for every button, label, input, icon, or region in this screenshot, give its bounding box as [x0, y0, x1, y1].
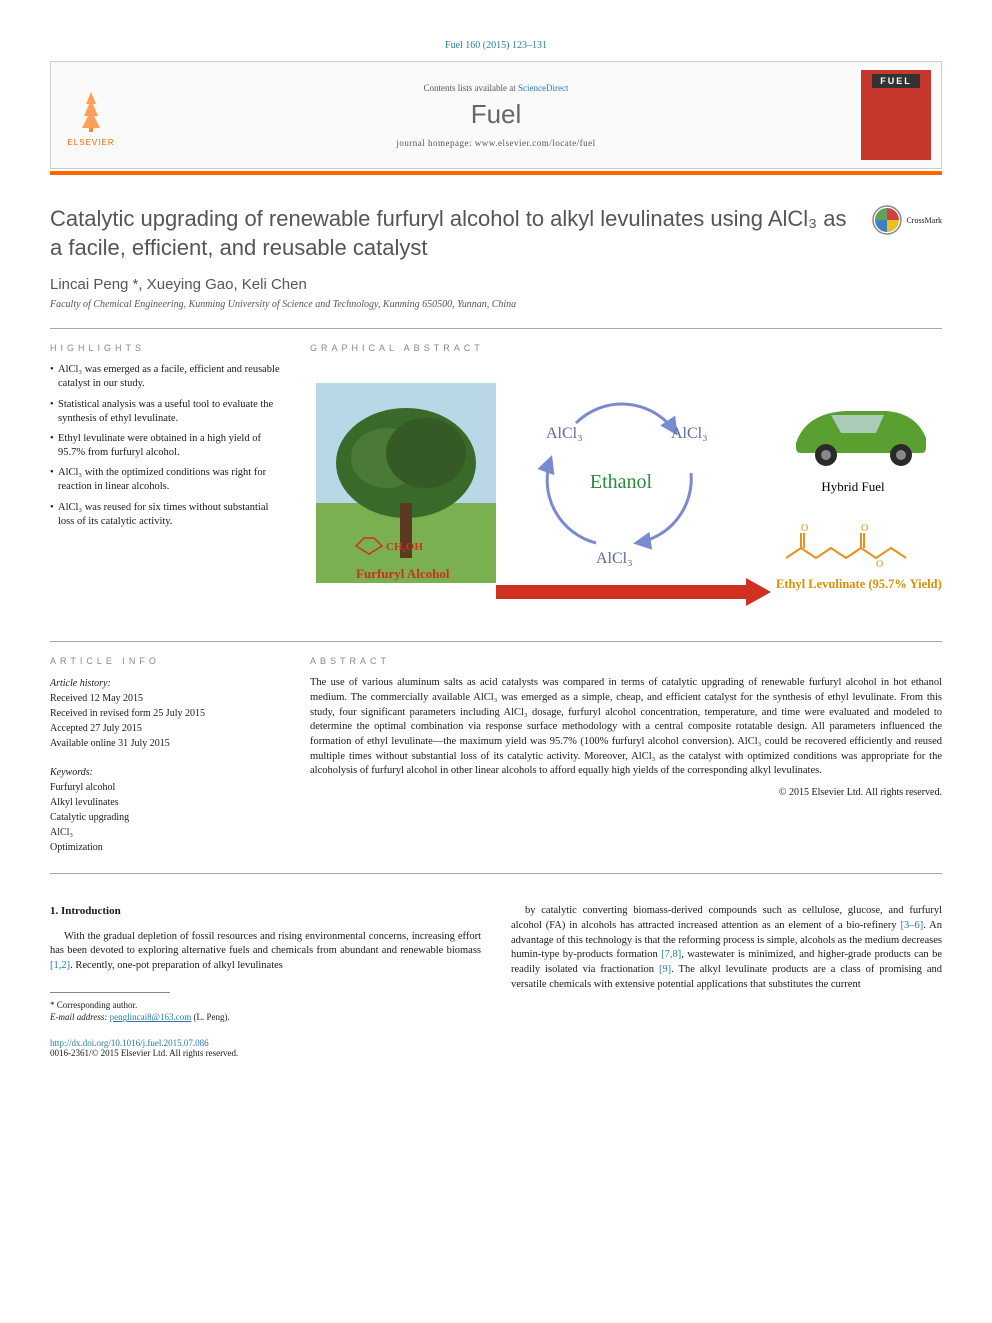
received-date: Received 12 May 2015 — [50, 691, 280, 706]
keyword-item: AlCl₃ — [50, 825, 280, 840]
journal-header: ELSEVIER Contents lists available at Sci… — [50, 61, 942, 169]
elsevier-tree-icon — [66, 84, 116, 134]
elsevier-logo: ELSEVIER — [51, 84, 131, 147]
keywords-block: Keywords: Furfuryl alcohol Alkyl levulin… — [50, 765, 280, 855]
contents-available-line: Contents lists available at ScienceDirec… — [131, 83, 861, 93]
article-title: Catalytic upgrading of renewable furfury… — [50, 205, 852, 262]
abstract-label: ABSTRACT — [310, 656, 942, 666]
affiliation: Faculty of Chemical Engineering, Kunming… — [50, 299, 942, 310]
journal-name: Fuel — [131, 99, 861, 130]
corresponding-author: * Corresponding author. — [50, 999, 481, 1012]
ga-alcl3-label: AlCl₃ — [671, 425, 708, 442]
citation-line: Fuel 160 (2015) 123–131 — [50, 40, 942, 51]
crossmark-label: CrossMark — [906, 216, 942, 225]
publisher-name: ELSEVIER — [51, 138, 131, 147]
highlight-item: AlCl₃ was reused for six times without s… — [50, 501, 280, 529]
graphical-abstract-label: GRAPHICAL ABSTRACT — [310, 343, 942, 353]
online-date: Available online 31 July 2015 — [50, 736, 280, 751]
crossmark-badge[interactable]: CrossMark — [872, 205, 942, 235]
crossmark-icon — [872, 205, 902, 235]
ref-link[interactable]: [7,8] — [661, 949, 681, 960]
highlight-item: Statistical analysis was a useful tool t… — [50, 398, 280, 426]
history-label: Article history: — [50, 676, 280, 691]
svg-text:O: O — [876, 559, 883, 570]
ga-alcl3-label: AlCl₃ — [596, 550, 633, 567]
sciencedirect-link[interactable]: ScienceDirect — [518, 83, 568, 93]
intro-heading: 1. Introduction — [50, 904, 481, 919]
keyword-item: Catalytic upgrading — [50, 810, 280, 825]
cover-title: FUEL — [872, 74, 920, 88]
graphical-abstract: CH₂OH Furfuryl Alcohol — [310, 363, 942, 623]
keyword-item: Furfuryl alcohol — [50, 780, 280, 795]
homepage-prefix: journal homepage: — [396, 138, 474, 148]
journal-cover: FUEL — [861, 70, 931, 160]
ref-link[interactable]: [3–6] — [901, 920, 924, 931]
email-label: E-mail address: — [50, 1012, 110, 1022]
divider-3 — [50, 873, 942, 874]
keyword-item: Optimization — [50, 840, 280, 855]
highlight-item: AlCl₃ with the optimized conditions was … — [50, 466, 280, 494]
keywords-label: Keywords: — [50, 765, 280, 780]
divider-1 — [50, 328, 942, 329]
email-link[interactable]: penglincai8@163.com — [110, 1012, 192, 1022]
ga-ethanol-label: Ethanol — [590, 471, 653, 493]
homepage-url: www.elsevier.com/locate/fuel — [475, 138, 596, 148]
contents-prefix: Contents lists available at — [424, 83, 518, 93]
highlight-item: Ethyl levulinate were obtained in a high… — [50, 432, 280, 460]
abstract-text: The use of various aluminum salts as aci… — [310, 676, 942, 779]
revised-date: Received in revised form 25 July 2015 — [50, 706, 280, 721]
ga-furfuryl-label: Furfuryl Alcohol — [356, 566, 450, 581]
ref-link[interactable]: [1,2] — [50, 960, 70, 971]
highlights-list: AlCl₃ was emerged as a facile, efficient… — [50, 363, 280, 529]
intro-para-left: With the gradual depletion of fossil res… — [50, 930, 481, 974]
email-line: E-mail address: penglincai8@163.com (L. … — [50, 1011, 481, 1024]
highlights-label: HIGHLIGHTS — [50, 343, 280, 353]
email-name: (L. Peng). — [191, 1012, 230, 1022]
svg-text:CH₂OH: CH₂OH — [386, 541, 423, 553]
keyword-item: Alkyl levulinates — [50, 795, 280, 810]
intro-para-right: by catalytic converting biomass-derived … — [511, 904, 942, 992]
footnote-divider — [50, 992, 170, 993]
abstract-copyright: © 2015 Elsevier Ltd. All rights reserved… — [310, 787, 942, 798]
intro-text: With the gradual depletion of fossil res… — [50, 931, 481, 957]
ga-car-label: Hybrid Fuel — [821, 479, 885, 494]
ga-alcl3-label: AlCl₃ — [546, 425, 583, 442]
highlight-item: AlCl₃ was emerged as a facile, efficient… — [50, 363, 280, 391]
graphical-abstract-svg: CH₂OH Furfuryl Alcohol — [310, 363, 942, 623]
intro-text: . Recently, one-pot preparation of alkyl… — [70, 960, 283, 971]
orange-divider — [50, 171, 942, 175]
issn-line: 0016-2361/© 2015 Elsevier Ltd. All right… — [50, 1048, 942, 1058]
article-info-label: ARTICLE INFO — [50, 656, 280, 666]
article-history: Article history: Received 12 May 2015 Re… — [50, 676, 280, 751]
authors-line: Lincai Peng *, Xueying Gao, Keli Chen — [50, 276, 942, 293]
doi-link[interactable]: http://dx.doi.org/10.1016/j.fuel.2015.07… — [50, 1038, 942, 1048]
ref-link[interactable]: [9] — [659, 964, 671, 975]
intro-text: by catalytic converting biomass-derived … — [511, 905, 942, 931]
divider-2 — [50, 641, 942, 642]
svg-text:O: O — [861, 523, 868, 534]
ga-product-label: Ethyl Levulinate (95.7% Yield) — [776, 577, 942, 591]
svg-text:O: O — [801, 523, 808, 534]
homepage-line: journal homepage: www.elsevier.com/locat… — [131, 138, 861, 148]
accepted-date: Accepted 27 July 2015 — [50, 721, 280, 736]
